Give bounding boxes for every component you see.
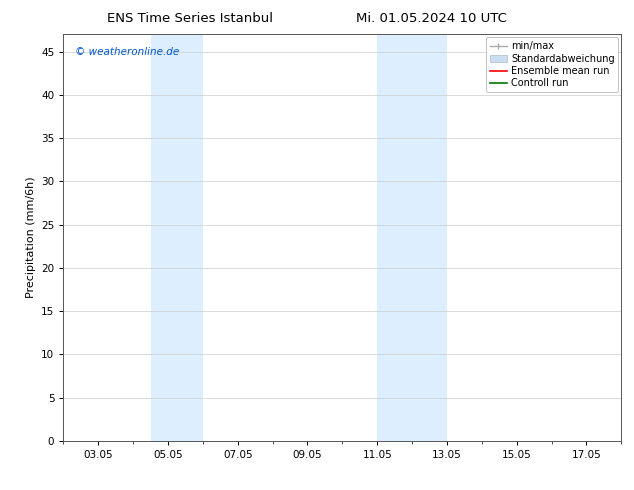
Text: Mi. 01.05.2024 10 UTC: Mi. 01.05.2024 10 UTC: [356, 12, 507, 25]
Bar: [377, 34, 447, 441]
Y-axis label: Precipitation (mm/6h): Precipitation (mm/6h): [25, 177, 36, 298]
Text: © weatheronline.de: © weatheronline.de: [75, 47, 179, 56]
Bar: [150, 34, 203, 441]
Text: ENS Time Series Istanbul: ENS Time Series Istanbul: [107, 12, 273, 25]
Legend: min/max, Standardabweichung, Ensemble mean run, Controll run: min/max, Standardabweichung, Ensemble me…: [486, 37, 618, 92]
